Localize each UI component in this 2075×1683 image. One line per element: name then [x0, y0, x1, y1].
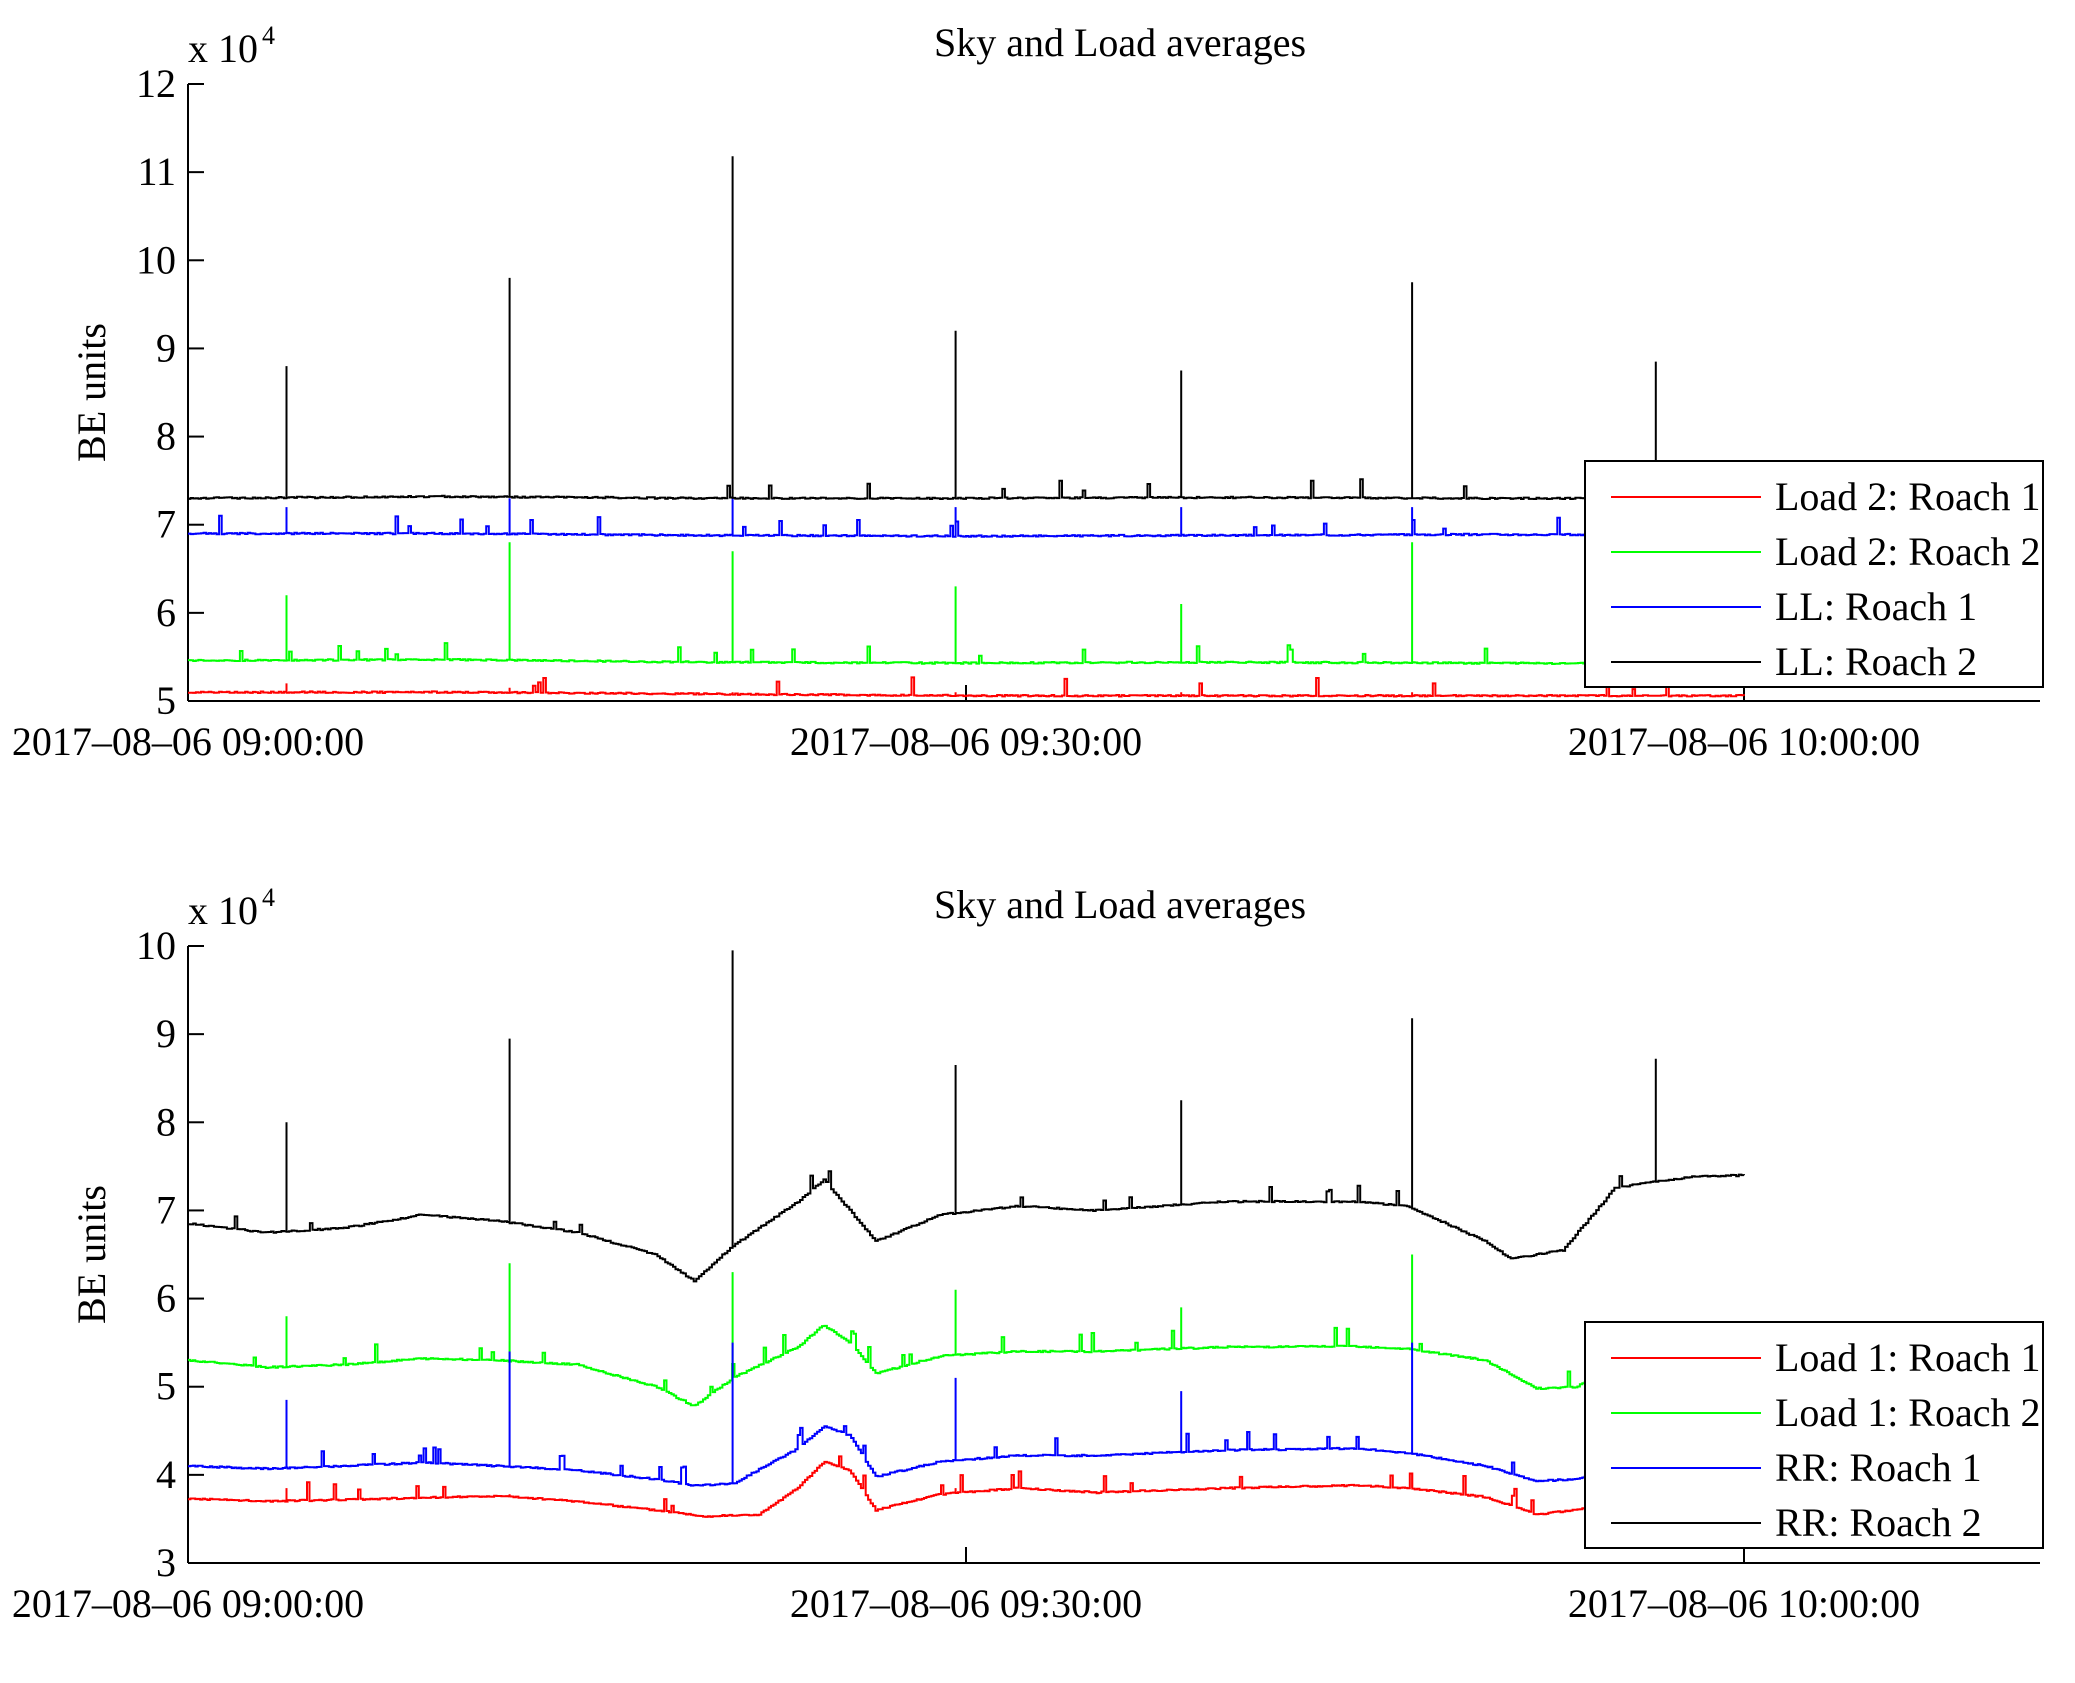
y-tick-label: 8	[156, 414, 176, 459]
x-tick-label: 2017–08–06 09:00:00	[12, 1581, 364, 1626]
series-line	[188, 156, 1745, 500]
series-line	[188, 542, 1745, 666]
y-tick-label: 3	[156, 1540, 176, 1585]
chart-title: Sky and Load averages	[934, 882, 1306, 927]
series-line	[188, 1455, 1647, 1518]
y-tick-label: 6	[156, 1276, 176, 1321]
plot-area	[188, 156, 1745, 698]
legend-label: Load 2: Roach 1	[1775, 474, 2041, 519]
x-tick-label: 2017–08–06 09:30:00	[790, 1581, 1142, 1626]
y-tick-label: 11	[137, 149, 176, 194]
series-line	[188, 1342, 1647, 1487]
y-tick-label: 12	[136, 61, 176, 106]
y-tick-label: 9	[156, 325, 176, 370]
y-tick-label: 4	[156, 1452, 176, 1497]
legend-label: LL: Roach 1	[1775, 584, 1977, 629]
chart-title: Sky and Load averages	[934, 20, 1306, 65]
legend-label: RR: Roach 1	[1775, 1445, 1982, 1490]
series-line	[188, 498, 1745, 538]
legend-label: Load 1: Roach 1	[1775, 1335, 2041, 1380]
y-tick-label: 10	[136, 237, 176, 282]
legend: Load 2: Roach 1 Load 2: Roach 2 LL: Roach …	[1584, 460, 2044, 688]
y-axis-label: BE units	[69, 1185, 114, 1324]
legend: Load 1: Roach 1 Load 1: Roach 2 RR: Roach …	[1584, 1321, 2044, 1549]
y-tick-label: 9	[156, 1011, 176, 1056]
y-tick-label: 5	[156, 678, 176, 723]
legend-label: RR: Roach 2	[1775, 1500, 1982, 1545]
legend-label: LL: Roach 2	[1775, 639, 1977, 684]
y-multiplier-label: x 10	[188, 26, 258, 71]
x-tick-label: 2017–08–06 09:30:00	[790, 719, 1142, 764]
x-tick-label: 2017–08–06 10:00:00	[1568, 1581, 1920, 1626]
y-multiplier-exponent: 4	[262, 21, 275, 50]
series-line	[188, 1254, 1647, 1407]
x-tick-label: 2017–08–06 09:00:00	[12, 719, 364, 764]
y-tick-label: 10	[136, 923, 176, 968]
y-tick-label: 7	[156, 1187, 176, 1232]
plot-area	[188, 950, 1745, 1518]
y-tick-label: 8	[156, 1099, 176, 1144]
series-line	[188, 950, 1745, 1283]
y-tick-label: 7	[156, 502, 176, 547]
legend-label: Load 2: Roach 2	[1775, 529, 2041, 574]
y-tick-label: 6	[156, 590, 176, 635]
legend-label: Load 1: Roach 2	[1775, 1390, 2041, 1435]
y-axis-label: BE units	[69, 323, 114, 462]
y-multiplier-exponent: 4	[262, 883, 275, 912]
y-multiplier-label: x 10	[188, 888, 258, 933]
x-tick-label: 2017–08–06 10:00:00	[1568, 719, 1920, 764]
series-line	[188, 676, 1745, 698]
y-tick-label: 5	[156, 1364, 176, 1409]
top-chart-panel: Sky and Load averages BE units x 10 4 5 6 7 8 9 1…	[12, 20, 2044, 764]
legend-box	[1584, 460, 2044, 688]
legend-box	[1584, 1321, 2044, 1549]
